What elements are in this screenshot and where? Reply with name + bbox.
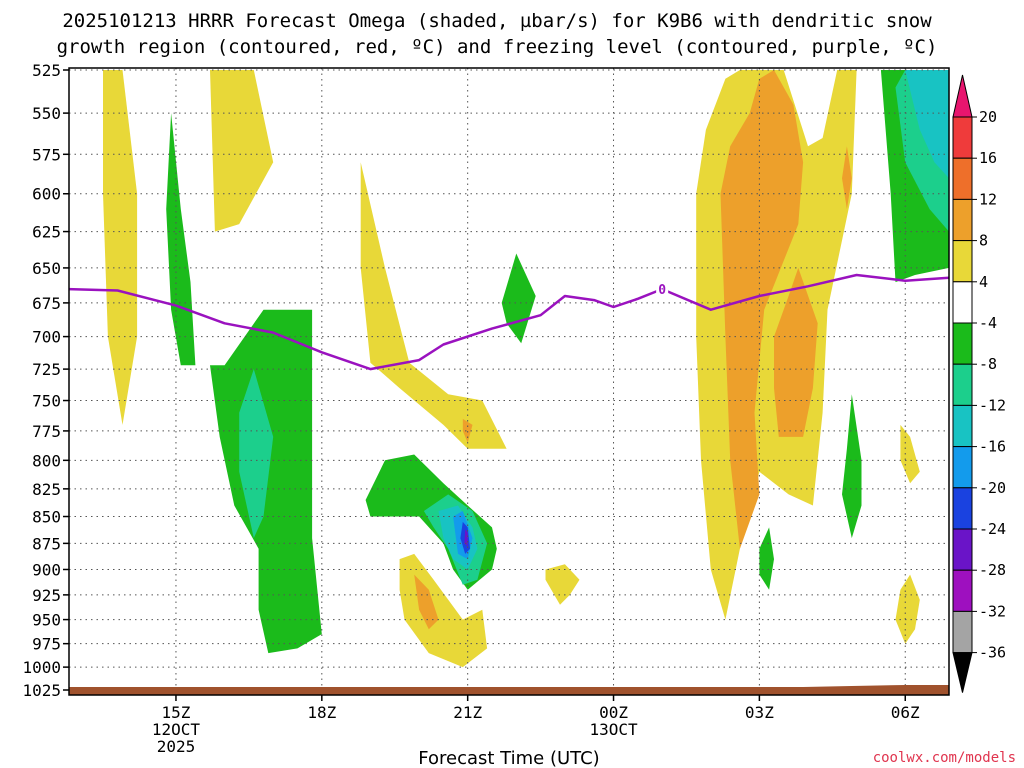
omega-region-9: [774, 267, 818, 437]
y-tick-label: 525: [32, 61, 61, 80]
x-tick-label: 15Z: [162, 703, 191, 722]
y-tick-label: 800: [32, 451, 61, 470]
colorbar-bottom-triangle: [952, 652, 973, 693]
omega-region-27: [464, 529, 468, 547]
omega-region-20: [239, 369, 274, 539]
y-tick-label: 875: [32, 534, 61, 553]
x-tick-label: 00Z: [599, 703, 628, 722]
x-tick-label: 21Z: [453, 703, 482, 722]
surface-terrain: [69, 685, 949, 695]
colorbar-label: 8: [979, 232, 988, 250]
y-tick-label: 625: [32, 223, 61, 242]
y-tick-label: 650: [32, 259, 61, 278]
omega-region-18: [842, 394, 862, 539]
colorbar-label: -4: [979, 314, 997, 332]
colorbar-top-triangle: [952, 74, 973, 118]
omega-region-2: [360, 162, 507, 449]
y-tick-label: 950: [32, 611, 61, 630]
freezing-level-contour: 0: [68, 273, 950, 371]
colorbar-label: -8: [979, 355, 997, 373]
colorbar-label: 12: [979, 190, 997, 208]
y-tick-label: 825: [32, 480, 61, 499]
plot-frame: [68, 67, 950, 696]
x-tick-label: 13OCT: [589, 720, 638, 739]
freezing-level-label: 0: [658, 283, 666, 298]
freezing-level-label-bg: [656, 281, 669, 296]
colorbar-swatch: [952, 240, 973, 283]
colorbar-swatch: [952, 528, 973, 571]
colorbar-swatch: [952, 569, 973, 612]
colorbar-swatch: [952, 487, 973, 530]
y-tick-label: 900: [32, 560, 61, 579]
omega-shaded-regions: [103, 70, 949, 668]
y-axis: 525 550 575 600 625 650 675 700 725 750 775 800 825 8…: [22, 61, 69, 700]
colorbar-label: 4: [979, 273, 988, 291]
omega-region-13: [166, 113, 196, 366]
colorbar-label: -32: [979, 602, 1006, 620]
y-tick-label: 850: [32, 508, 61, 527]
y-tick-label: 775: [32, 422, 61, 441]
colorbar-swatch: [952, 157, 973, 200]
colorbar: 20 16 12 8 4 -4 -8 -12 -16 -20 -24 -28 -32 -36: [952, 74, 1006, 693]
omega-region-11: [414, 574, 439, 630]
chart-title-line-2: growth region (contoured, red, ºC) and f…: [57, 36, 938, 58]
omega-region-1: [210, 70, 274, 232]
x-tick-label: 03Z: [745, 703, 774, 722]
colorbar-swatch: [952, 281, 973, 324]
x-tick-label: 12OCT: [152, 720, 201, 739]
chart-title-line-1: 2025101213 HRRR Forecast Omega (shaded, …: [62, 10, 932, 32]
colorbar-label: -36: [979, 644, 1006, 662]
x-tick-label: 06Z: [891, 703, 920, 722]
x-tick-label: 2025: [157, 737, 196, 756]
colorbar-swatch: [952, 198, 973, 242]
y-tick-label: 675: [32, 294, 61, 313]
omega-region-0: [103, 70, 138, 425]
colorbar-swatch: [952, 363, 973, 406]
colorbar-swatch: [952, 116, 973, 159]
colorbar-label: -16: [979, 438, 1006, 456]
colorbar-swatch: [952, 322, 973, 365]
credit-text: coolwx.com/models: [873, 750, 1016, 766]
colorbar-swatch: [952, 446, 973, 489]
colorbar-label: -20: [979, 479, 1006, 497]
colorbar-label: -24: [979, 520, 1006, 538]
colorbar-swatch: [952, 610, 973, 654]
surface-strip: [69, 687, 949, 695]
y-tick-label: 550: [32, 104, 61, 123]
colorbar-label: 20: [979, 108, 997, 126]
omega-region-4: [545, 564, 580, 605]
omega-region-12: [462, 418, 473, 443]
omega-region-16: [501, 253, 536, 344]
colorbar-swatch: [952, 404, 973, 448]
omega-region-17: [759, 527, 774, 590]
y-tick-label: 975: [32, 635, 61, 654]
y-tick-label: 1000: [22, 658, 61, 677]
y-tick-label: 1025: [22, 681, 61, 700]
y-tick-label: 925: [32, 586, 61, 605]
x-tick-label: 18Z: [307, 703, 336, 722]
y-tick-label: 575: [32, 145, 61, 164]
colorbar-label: -28: [979, 561, 1006, 579]
y-tick-label: 700: [32, 328, 61, 347]
colorbar-label: -12: [979, 396, 1006, 414]
omega-region-24: [905, 70, 949, 179]
freezing-level-line: [68, 273, 950, 371]
y-tick-label: 600: [32, 185, 61, 204]
colorbar-label: 16: [979, 149, 997, 167]
surface-rise: [803, 685, 949, 687]
omega-region-8: [720, 70, 804, 549]
x-axis-label: Forecast Time (UTC): [418, 748, 599, 768]
omega-region-7: [900, 424, 920, 484]
omega-region-6: [895, 574, 920, 644]
omega-region-10: [842, 146, 852, 210]
y-tick-label: 725: [32, 360, 61, 379]
y-tick-label: 750: [32, 392, 61, 411]
